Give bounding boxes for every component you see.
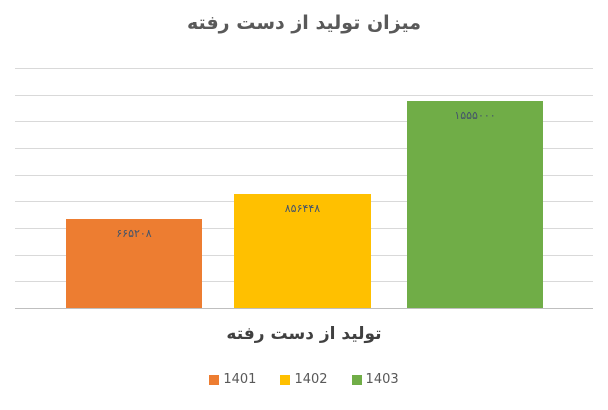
legend-item-1403: 1403 bbox=[351, 372, 399, 387]
bar-1403-data-label: ۱۵۵۵۰۰۰ bbox=[454, 109, 496, 122]
legend-label-1402: 1402 bbox=[294, 372, 328, 387]
gridline bbox=[15, 148, 593, 149]
bar-1401-data-label: ۶۶۵۲۰۸ bbox=[116, 227, 152, 240]
legend: 1401 1402 1403 bbox=[0, 372, 608, 387]
bar-1402: ۸۵۶۴۴۸ bbox=[234, 194, 371, 308]
x-axis-title: تولید از دست رفته bbox=[226, 324, 382, 344]
gridline bbox=[15, 121, 593, 122]
legend-label-1401: 1401 bbox=[223, 372, 257, 387]
legend-swatch-1401 bbox=[209, 374, 220, 385]
gridline bbox=[15, 95, 593, 96]
bar-1402-data-label: ۸۵۶۴۴۸ bbox=[284, 202, 321, 215]
chart-title: میزان تولید از دست رفته bbox=[186, 12, 422, 34]
plot-area: ۶۶۵۲۰۸ ۸۵۶۴۴۸ ۱۵۵۵۰۰۰ bbox=[15, 68, 593, 309]
gridline bbox=[15, 68, 593, 69]
legend-swatch-1402 bbox=[280, 374, 291, 385]
legend-label-1403: 1403 bbox=[365, 372, 399, 387]
bar-1401: ۶۶۵۲۰۸ bbox=[66, 219, 202, 308]
legend-item-1401: 1401 bbox=[209, 372, 256, 387]
legend-swatch-1403 bbox=[351, 374, 362, 385]
legend-item-1402: 1402 bbox=[280, 372, 328, 387]
bar-1403: ۱۵۵۵۰۰۰ bbox=[407, 101, 543, 308]
gridline bbox=[15, 308, 593, 309]
gridline bbox=[15, 175, 593, 176]
